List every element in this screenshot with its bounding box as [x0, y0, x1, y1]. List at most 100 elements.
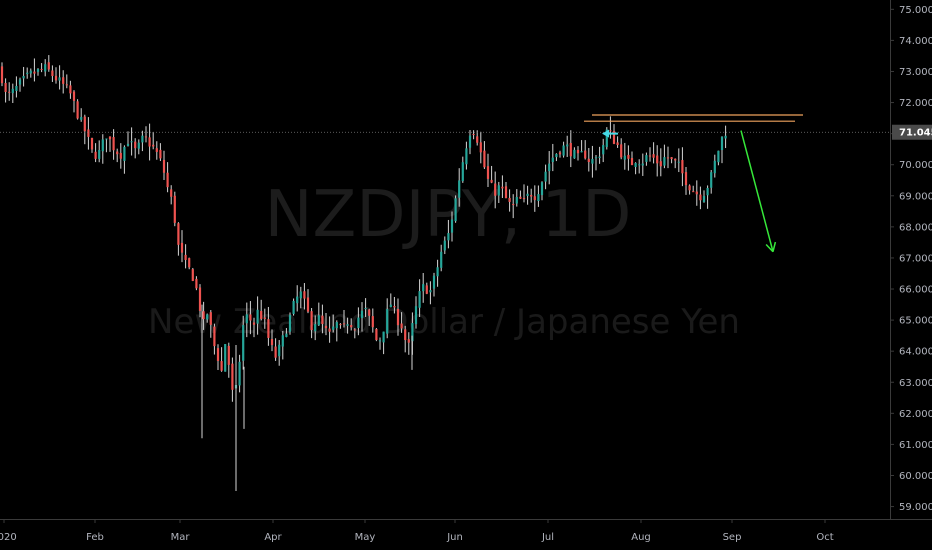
candle-body: [407, 339, 410, 343]
candle-body: [404, 329, 407, 341]
candle-body: [670, 157, 673, 160]
candle-body: [206, 314, 209, 320]
candle-body: [364, 308, 367, 310]
candle-body: [681, 160, 684, 174]
candle-body: [188, 258, 191, 268]
candle-body: [609, 130, 612, 132]
candle-body: [465, 148, 468, 165]
candle-body: [555, 153, 558, 158]
candle-body: [605, 129, 608, 147]
candle-body: [321, 315, 324, 325]
candle-body: [238, 361, 241, 386]
candle-body: [360, 310, 364, 319]
candle-body: [310, 311, 313, 331]
time-tick-label: Jun: [446, 532, 463, 543]
short-arrow-head: [765, 243, 774, 253]
time-tick-label: Sep: [723, 532, 742, 543]
candle-body: [580, 151, 583, 153]
candle-body: [4, 82, 7, 92]
candle-body: [94, 151, 97, 159]
candle-body: [576, 149, 580, 154]
candle-body: [666, 157, 670, 159]
candle-body: [90, 137, 94, 150]
candle-body: [526, 193, 529, 197]
candle-body: [18, 79, 22, 85]
candle-body: [724, 135, 727, 139]
candle-body: [551, 157, 554, 163]
current-price-badge: [892, 124, 932, 140]
candle-body: [458, 180, 461, 198]
short-arrow-head: [772, 241, 777, 252]
candle-body: [123, 146, 126, 161]
candle-body: [130, 141, 133, 143]
candle-body: [566, 144, 569, 147]
watermark-description: New Zealand Dollar / Japanese Yen: [148, 302, 740, 342]
candle-body: [400, 323, 403, 329]
candle-body: [515, 197, 518, 204]
candle-body: [573, 149, 576, 159]
candle-body: [256, 309, 259, 324]
time-tick-label: Aug: [631, 532, 651, 543]
candle-body: [144, 136, 148, 138]
candle-body: [386, 309, 389, 334]
candle-body: [375, 328, 378, 341]
candle-body: [414, 306, 418, 325]
candle-body: [684, 172, 688, 186]
candle-body: [213, 326, 216, 347]
candle-body: [134, 141, 137, 149]
candle-body: [317, 315, 320, 326]
candle-body: [292, 300, 295, 314]
candle-body: [231, 363, 234, 390]
candle-body: [389, 304, 392, 308]
candle-body: [202, 311, 205, 320]
candle-body: [15, 85, 18, 91]
candle-body: [530, 194, 533, 197]
price-tick-label: 67.000: [899, 253, 932, 264]
candle-body: [508, 197, 511, 202]
candle-body: [209, 312, 212, 325]
candle-body: [252, 322, 256, 325]
candle-body: [627, 154, 630, 159]
candle-body: [432, 275, 436, 289]
candle-body: [148, 137, 151, 147]
drawings[interactable]: [584, 114, 803, 253]
candle-body: [69, 85, 72, 94]
time-tick-label: Jul: [541, 532, 554, 543]
candle-body: [594, 157, 598, 159]
candle-body: [371, 316, 374, 328]
candle-body: [260, 310, 263, 319]
candle-body: [173, 195, 176, 223]
candle-body: [198, 287, 202, 311]
candle-body: [357, 317, 360, 329]
candle-body: [22, 75, 25, 79]
candle-body: [674, 158, 677, 161]
candle-body: [436, 267, 439, 277]
candle-body: [717, 150, 720, 163]
candle-body: [263, 317, 266, 319]
candle-body: [450, 219, 454, 233]
time-axis[interactable]: 2020 Feb Mar Apr May Jun Jul Aug Sep Oct: [0, 519, 932, 543]
current-price-label: 71.045: [899, 128, 932, 139]
candle-body: [656, 155, 659, 164]
candle-body: [299, 291, 302, 299]
price-marker: 71.045: [892, 124, 932, 140]
candle-body: [87, 129, 90, 137]
candle-body: [152, 144, 155, 147]
short-arrow-line[interactable]: [740, 130, 774, 252]
price-tick-label: 60.000: [899, 471, 932, 482]
price-tick-label: 59.000: [899, 502, 932, 513]
candle-body: [274, 346, 277, 358]
price-tick-label: 73.000: [899, 67, 932, 78]
candle-body: [328, 328, 331, 332]
candle-body: [418, 291, 421, 308]
time-tick-label: Apr: [264, 532, 282, 543]
candle-body: [569, 142, 572, 157]
candle-body: [242, 325, 245, 361]
candle-body: [353, 329, 356, 331]
candle-body: [159, 149, 162, 159]
time-tick-label: Feb: [86, 532, 104, 543]
candle-body: [537, 194, 540, 201]
candle-body: [494, 183, 497, 196]
